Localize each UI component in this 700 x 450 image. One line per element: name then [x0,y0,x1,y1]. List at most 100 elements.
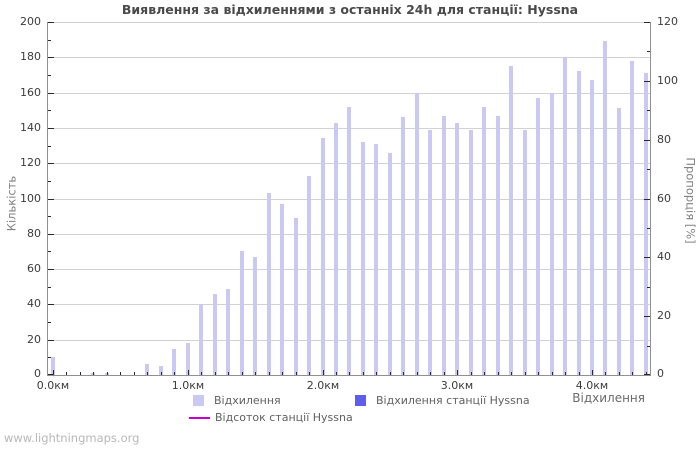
bar [307,176,311,375]
right-axis-tick [644,257,650,258]
left-axis-tick [48,287,51,288]
bar [536,98,540,375]
right-axis-tick-label: 80 [657,133,671,146]
x-axis-tick [511,372,512,375]
x-axis-tick [201,372,202,375]
x-axis-tick [565,372,566,375]
right-axis-tick [644,199,650,200]
left-axis-tick [48,234,54,235]
bar [226,289,230,375]
right-axis-tick-label: 40 [657,250,671,263]
bar [496,116,500,375]
x-axis-tick [323,370,324,375]
right-axis-tick [644,81,650,82]
left-axis-tick-label: 80 [27,227,41,240]
left-axis-tick-label: 120 [20,156,41,169]
station-deviations-swatch-icon [355,395,366,406]
right-axis-tick-label: 20 [657,309,671,322]
left-axis-tick-label: 20 [27,333,41,346]
gridline [48,22,650,23]
station-percent-line-icon [189,416,210,419]
x-axis-tick [349,372,350,375]
x-axis-tick [147,372,148,375]
x-axis-tick-label: 1.0км [171,379,205,392]
x-axis-tick-label: 4.0км [575,379,609,392]
x-axis-tick [66,372,67,375]
left-axis-tick [48,269,54,270]
bar [186,343,190,375]
left-axis-tick [48,251,51,252]
legend-label-station-deviations: Відхилення станції Hyssna [376,394,530,407]
left-axis-tick [48,57,54,58]
bar [280,204,284,375]
x-axis-tick [605,372,606,375]
bar [253,257,257,375]
legend-item-station-deviations: Відхилення станції Hyssna [355,394,530,407]
left-axis-tick-label: 160 [20,86,41,99]
left-axis-tick [48,357,51,358]
gridline [48,57,650,58]
bar [442,116,446,375]
bar [617,108,621,375]
x-axis-tick [552,372,553,375]
x-axis-tick [188,370,189,375]
bar [267,193,271,375]
left-axis-tick [48,216,51,217]
x-axis-tick [215,372,216,375]
x-axis-tick [403,372,404,375]
bar [145,364,149,375]
right-axis-tick [644,316,650,317]
left-axis-tick [48,163,54,164]
bar [644,73,648,375]
left-axis-tick [48,40,51,41]
bar [240,251,244,375]
left-axis-tick [48,75,51,76]
x-axis-tick [174,372,175,375]
x-axis-tick [255,372,256,375]
x-axis-tick [134,372,135,375]
x-axis-tick [269,372,270,375]
x-axis-tick [498,372,499,375]
bar [563,57,567,375]
x-axis-tick [538,372,539,375]
right-axis-tick [647,51,650,52]
x-axis-tick [242,372,243,375]
bar [213,294,217,375]
x-axis-tick [592,370,593,375]
right-axis-tick-label: 0 [657,367,664,380]
x-axis-tick [444,372,445,375]
x-axis-tick [363,372,364,375]
legend-label-deviations: Відхилення [214,394,281,407]
x-axis-tick [484,372,485,375]
x-axis-tick [525,372,526,375]
right-axis-title: Пропорція [%] [683,157,698,244]
x-axis-tick [619,372,620,375]
x-axis-tick [80,372,81,375]
right-axis-tick [647,228,650,229]
bar [509,66,513,375]
x-axis-tick [120,372,121,375]
x-axis-tick [632,372,633,375]
bar [577,71,581,375]
bar [523,130,527,375]
left-axis-tick-label: 0 [34,367,41,380]
bar [334,123,338,375]
plot-area: 0 20 40 60 80 100 120 140 160 180 200 0 20 40 60 80 100 1… [20,15,678,392]
legend-item-station-percent: Відсоток станції Hyssna [189,411,353,424]
left-axis-tick [48,128,54,129]
bar [294,218,298,375]
x-axis-title: Відхилення [572,391,645,405]
right-axis-tick-label: 60 [657,192,671,205]
x-axis-tick-label: 0.0км [36,379,70,392]
right-axis-tick [644,22,650,23]
x-axis-tick [53,370,54,375]
right-axis-tick [644,374,650,375]
footer-watermark: www.lightningmaps.org [4,431,140,445]
bar [374,144,378,375]
x-axis-tick [296,372,297,375]
bar [361,142,365,375]
right-axis-tick [647,169,650,170]
bar [401,117,405,375]
x-axis-tick [93,372,94,375]
